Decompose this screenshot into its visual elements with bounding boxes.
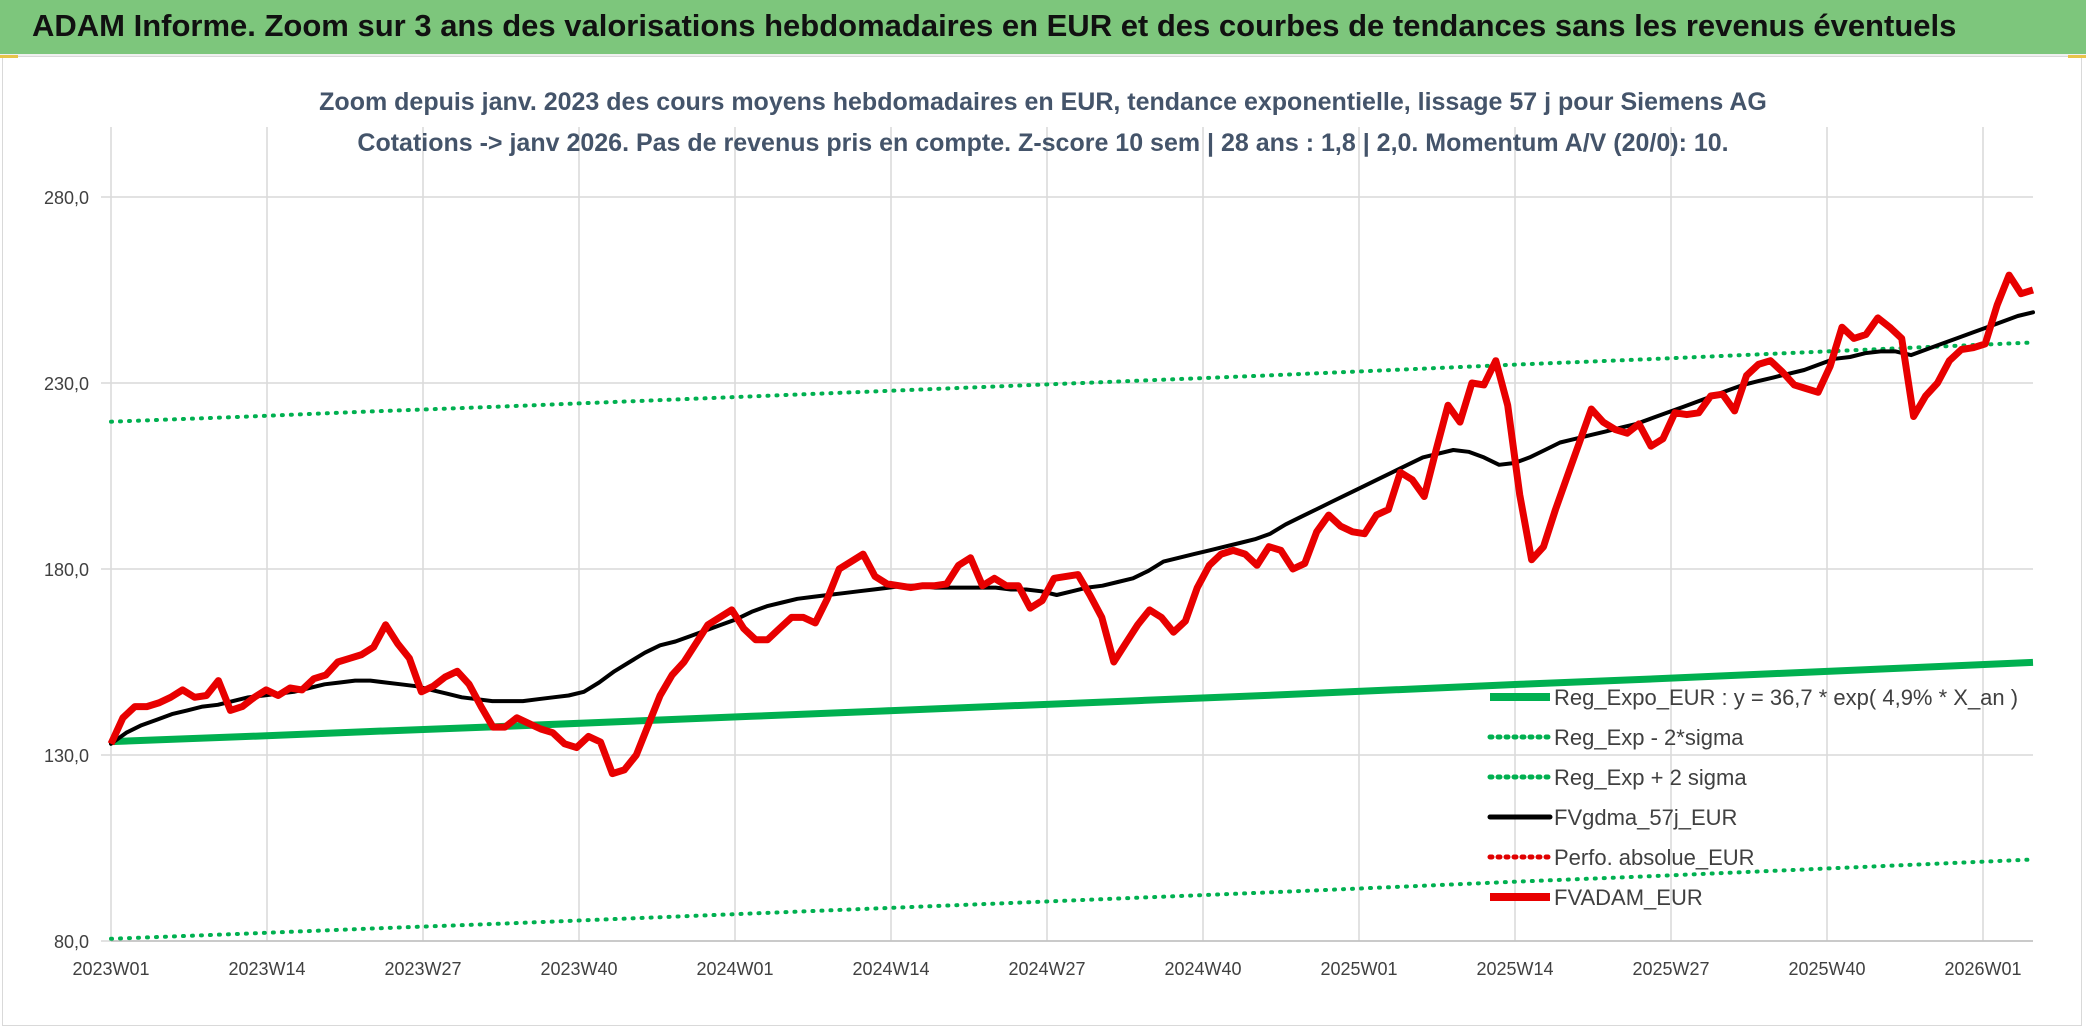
series-line-5 — [107, 271, 2035, 778]
x-tick-label: 2024W14 — [852, 959, 929, 979]
gridlines — [101, 127, 2033, 942]
x-tick-label: 2024W01 — [696, 959, 773, 979]
x-tick-label: 2026W01 — [1944, 959, 2021, 979]
legend-label-2: Reg_Exp + 2 sigma — [1554, 765, 1747, 790]
x-tick-label: 2024W40 — [1164, 959, 1241, 979]
y-axis-ticks: 280,0 230,0 180,0 130,0 80,0 — [44, 188, 89, 952]
series-lines — [107, 271, 2035, 941]
y-tick-label: 230,0 — [44, 374, 89, 394]
corner-mark-left — [0, 55, 18, 58]
page-title: ADAM Informe. Zoom sur 3 ans des valoris… — [32, 8, 1957, 43]
y-tick-label: 280,0 — [44, 188, 89, 208]
x-tick-label: 2023W14 — [228, 959, 305, 979]
y-tick-label: 80,0 — [54, 932, 89, 952]
x-axis-ticks: 2023W01 2023W14 2023W27 2023W40 2024W01 2024W… — [72, 959, 2021, 979]
y-tick-label: 180,0 — [44, 560, 89, 580]
x-tick-label: 2023W01 — [72, 959, 149, 979]
legend: Reg_Expo_EUR : y = 36,7 * exp( 4,9% * X_… — [1487, 685, 2018, 910]
x-tick-label: 2023W27 — [384, 959, 461, 979]
series-line-1 — [109, 857, 2035, 941]
corner-mark-right — [2068, 55, 2086, 58]
chart-subtitle-line-1: Zoom depuis janv. 2023 des cours moyens … — [319, 88, 1767, 116]
legend-label-0: Reg_Expo_EUR : y = 36,7 * exp( 4,9% * X_… — [1554, 685, 2018, 710]
title-banner: ADAM Informe. Zoom sur 3 ans des valoris… — [0, 0, 2086, 57]
x-tick-label: 2025W14 — [1476, 959, 1553, 979]
y-tick-label: 130,0 — [44, 746, 89, 766]
legend-label-5: FVADAM_EUR — [1554, 885, 1703, 910]
legend-label-4: Perfo. absolue_EUR — [1554, 845, 1755, 870]
series-line-2 — [109, 340, 2035, 424]
x-tick-label: 2025W01 — [1320, 959, 1397, 979]
x-tick-label: 2025W27 — [1632, 959, 1709, 979]
legend-label-1: Reg_Exp - 2*sigma — [1554, 725, 1744, 750]
chart-subtitle-line-2: Cotations -> janv 2026. Pas de revenus p… — [357, 129, 1728, 157]
x-tick-label: 2025W40 — [1788, 959, 1865, 979]
chart-area: 280,0 230,0 180,0 130,0 80,0 2023W01 2023W14 2… — [2, 56, 2082, 1026]
series-line-0 — [110, 658, 2034, 746]
x-tick-label: 2024W27 — [1008, 959, 1085, 979]
legend-label-3: FVgdma_57j_EUR — [1554, 805, 1737, 830]
x-tick-label: 2023W40 — [540, 959, 617, 979]
